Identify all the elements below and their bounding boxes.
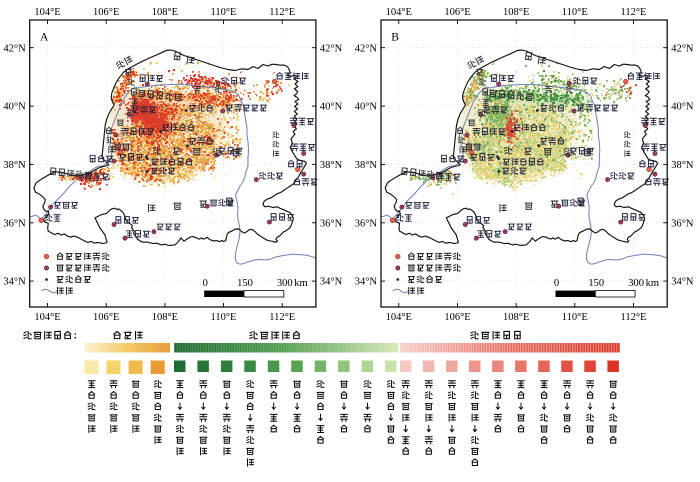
svg-text:40°N: 40°N <box>671 102 694 113</box>
svg-text:0: 0 <box>554 278 559 289</box>
svg-text:108°E: 108°E <box>503 7 529 18</box>
svg-text:B: B <box>391 32 399 44</box>
svg-text:110°E: 110°E <box>211 312 237 323</box>
svg-text:40°N: 40°N <box>3 102 26 113</box>
svg-text:112°E: 112°E <box>269 7 295 18</box>
svg-text:34°N: 34°N <box>671 277 694 288</box>
svg-text:108°E: 108°E <box>503 312 529 323</box>
svg-text:36°N: 36°N <box>3 218 26 229</box>
svg-text:38°N: 38°N <box>671 160 694 171</box>
svg-text:104°E: 104°E <box>34 312 60 323</box>
svg-text:108°E: 108°E <box>152 7 178 18</box>
svg-text:110°E: 110°E <box>562 7 588 18</box>
svg-text:104°E: 104°E <box>34 7 60 18</box>
svg-text:42°N: 42°N <box>320 43 343 54</box>
svg-text:34°N: 34°N <box>320 277 343 288</box>
svg-text:42°N: 42°N <box>355 43 378 54</box>
svg-text:0: 0 <box>203 278 208 289</box>
svg-text:106°E: 106°E <box>444 7 470 18</box>
svg-text:150: 150 <box>588 278 604 289</box>
svg-text:150: 150 <box>237 278 253 289</box>
svg-text:110°E: 110°E <box>562 312 588 323</box>
svg-text:112°E: 112°E <box>269 312 295 323</box>
svg-text:112°E: 112°E <box>621 7 647 18</box>
svg-text:38°N: 38°N <box>320 160 343 171</box>
svg-text:40°N: 40°N <box>355 102 378 113</box>
svg-text:110°E: 110°E <box>211 7 237 18</box>
svg-text:106°E: 106°E <box>93 312 119 323</box>
svg-text:42°N: 42°N <box>671 43 694 54</box>
svg-text:36°N: 36°N <box>671 218 694 229</box>
svg-text:34°N: 34°N <box>3 277 26 288</box>
svg-text:300: 300 <box>277 278 293 289</box>
svg-text:300: 300 <box>628 278 644 289</box>
svg-text:km: km <box>646 278 659 289</box>
svg-text:104°E: 104°E <box>386 7 412 18</box>
svg-text:36°N: 36°N <box>320 218 343 229</box>
svg-text:108°E: 108°E <box>152 312 178 323</box>
svg-text:34°N: 34°N <box>355 277 378 288</box>
svg-text:38°N: 38°N <box>3 160 26 171</box>
svg-text:106°E: 106°E <box>444 312 470 323</box>
svg-text:112°E: 112°E <box>621 312 647 323</box>
svg-text:A: A <box>40 32 49 44</box>
svg-text:104°E: 104°E <box>386 312 412 323</box>
svg-text:36°N: 36°N <box>355 218 378 229</box>
svg-text:km: km <box>294 278 307 289</box>
svg-text:40°N: 40°N <box>320 102 343 113</box>
svg-text:42°N: 42°N <box>3 43 26 54</box>
svg-text:106°E: 106°E <box>93 7 119 18</box>
svg-text:38°N: 38°N <box>355 160 378 171</box>
